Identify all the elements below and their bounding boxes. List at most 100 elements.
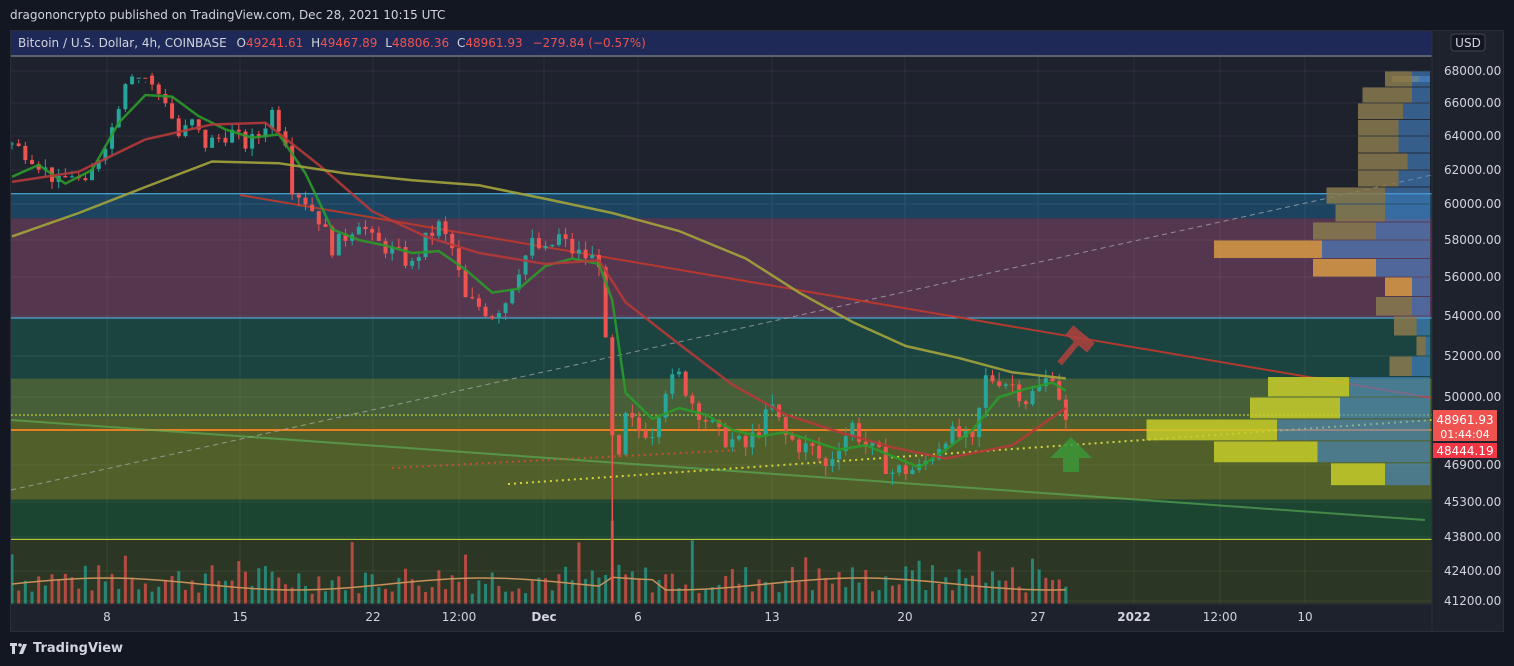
volume-bar <box>857 582 861 604</box>
legend-c-value: 48961.93 <box>465 36 522 50</box>
volume-bar <box>957 569 961 604</box>
volume-profile-bar-left <box>1358 153 1408 170</box>
candle-body <box>1023 401 1028 405</box>
tradingview-logo-icon <box>10 642 27 654</box>
candle-body <box>476 298 481 307</box>
volume-bar <box>977 551 981 604</box>
price-axis[interactable]: 68000.00 66000.00 64000.00 62000.00 60000.00… <box>1444 64 1501 608</box>
candle-body <box>516 274 521 290</box>
volume-bar <box>90 590 94 604</box>
volume-bar <box>357 593 361 604</box>
candle-body <box>670 374 675 394</box>
candle-body <box>837 450 842 460</box>
volume-bar <box>11 554 14 604</box>
candle-body <box>363 226 368 230</box>
candle-body <box>376 232 381 241</box>
candle-body <box>797 439 802 453</box>
volume-profile-bar-right <box>1398 136 1430 153</box>
volume-moving-average <box>11 576 1066 591</box>
volume-bar <box>430 587 434 604</box>
volume-bar <box>23 580 27 604</box>
candle-body <box>570 238 575 254</box>
volume-bar <box>437 570 441 604</box>
volume-bar <box>1057 579 1061 604</box>
time-tick-label: 2022 <box>1117 610 1150 624</box>
price-zone-3 <box>11 378 1432 419</box>
volume-bar <box>57 579 61 604</box>
candle-body <box>383 240 388 254</box>
volume-bar <box>1031 558 1035 604</box>
volume-bar <box>830 583 834 604</box>
volume-profile-bar-right <box>1398 170 1430 187</box>
candle-body <box>690 395 695 404</box>
volume-bar <box>497 585 501 604</box>
price-zone-5 <box>11 499 1432 540</box>
volume-bar <box>684 584 688 604</box>
candle-body <box>356 226 361 235</box>
candle-body <box>143 77 148 79</box>
candle-body <box>1043 378 1048 387</box>
volume-profile-bar-left <box>1214 441 1318 463</box>
volume-bar <box>30 591 34 604</box>
candle-body <box>443 221 448 234</box>
volume-bar <box>910 570 914 604</box>
candle-body <box>663 393 668 418</box>
volume-profile-bar-left <box>1268 377 1349 397</box>
price-tick-label: 64000.00 <box>1444 129 1501 143</box>
volume-bar <box>390 591 394 604</box>
volume-bar <box>43 585 47 604</box>
candle-body <box>130 76 135 85</box>
price-tick-label: 46900.00 <box>1444 458 1501 472</box>
volume-bar <box>750 591 754 604</box>
volume-profile-bar-left <box>1358 170 1399 187</box>
price-zone-1 <box>11 218 1432 318</box>
volume-bar <box>584 579 588 604</box>
candle-body <box>330 226 335 256</box>
volume-bar <box>890 585 894 604</box>
candle-body <box>636 417 641 431</box>
candle-body <box>1050 378 1055 382</box>
volume-bar <box>817 568 821 604</box>
candle-body <box>677 371 681 375</box>
price-tick-label: 58000.00 <box>1444 233 1501 247</box>
candle-body <box>336 233 341 256</box>
candle-body <box>136 77 141 79</box>
volume-profile-bar-left <box>1362 87 1412 103</box>
volume-profile-bar-left <box>1358 136 1399 153</box>
volume-bar <box>737 583 741 604</box>
footer: TradingView <box>10 641 123 656</box>
candle-body <box>1037 386 1042 392</box>
volume-bar <box>237 561 241 604</box>
volume-bar <box>217 580 221 604</box>
volume-bar <box>917 560 921 604</box>
volume-bar <box>464 554 468 604</box>
candle-body <box>603 267 608 338</box>
volume-bar <box>344 590 347 604</box>
volume-bar <box>557 574 561 604</box>
volume-bar <box>617 564 621 604</box>
volume-bar <box>524 593 528 604</box>
legend-o-value: 49241.61 <box>246 36 303 50</box>
candle-body <box>483 306 488 317</box>
volume-bar <box>283 584 287 604</box>
volume-bar <box>230 580 234 604</box>
up-arrow-icon <box>1050 437 1092 472</box>
candle-body <box>530 238 535 256</box>
time-tick-label: 15 <box>232 610 247 624</box>
time-axis[interactable]: 8 15 22 12:00 Dec 6 13 20 27 2022 12:00 10 <box>103 610 1312 624</box>
volume-profile-bar-right <box>1403 103 1430 120</box>
volume-bar <box>457 581 461 604</box>
volume-profile-bar-left <box>1389 356 1412 376</box>
volume-bar <box>290 587 294 604</box>
volume-bar <box>1064 586 1068 604</box>
candle-body <box>176 118 181 137</box>
volume-bar <box>330 580 334 604</box>
candle-body <box>216 137 221 139</box>
price-tick-label: 52000.00 <box>1444 349 1501 363</box>
volume-profile-bar-left <box>1250 397 1340 419</box>
volume-bar <box>590 570 594 604</box>
volume-profile-bar-left <box>1376 296 1412 316</box>
volume-bar <box>417 585 421 604</box>
currency-button[interactable] <box>1450 33 1486 52</box>
